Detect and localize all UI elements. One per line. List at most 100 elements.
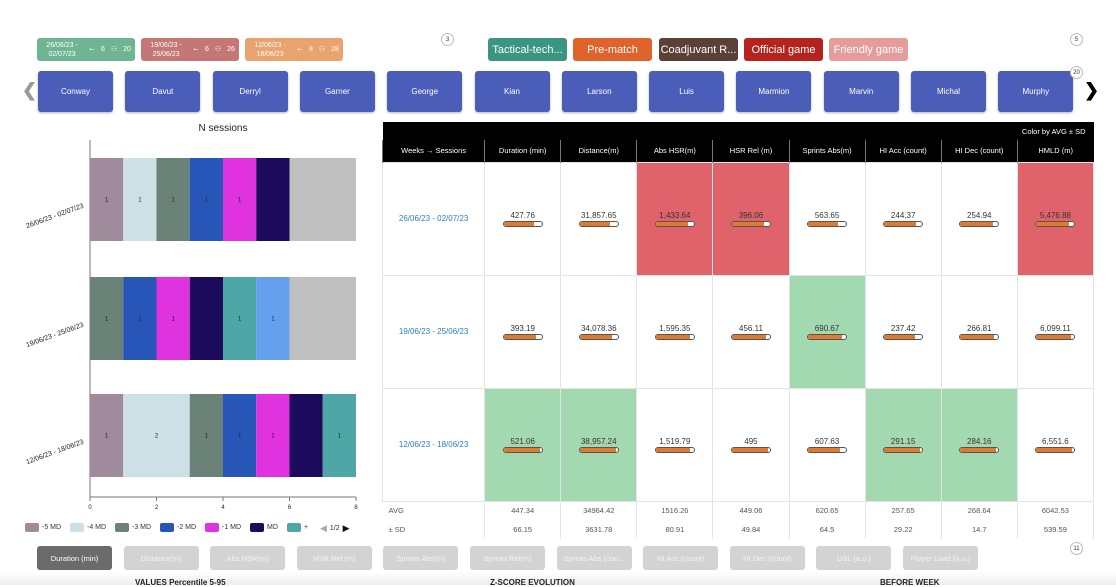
metric-cell: 1,519.79: [636, 387, 714, 502]
week-chip[interactable]: 26/06/23 - 02/07/23 ⌙ 6 ⚇ 20: [37, 38, 135, 61]
metric-button[interactable]: Player Load (a.u.): [903, 546, 978, 570]
metric-button[interactable]: HSR Rel (m): [296, 546, 372, 570]
player-button[interactable]: Luis: [649, 71, 725, 112]
metric-value: 6,551.6: [1042, 436, 1069, 446]
column-header[interactable]: HI Acc (count): [864, 140, 942, 162]
metric-button[interactable]: HI Acc (count): [643, 546, 719, 570]
metric-value: 38,957.24: [580, 436, 617, 446]
player-button[interactable]: Marmion: [736, 71, 812, 112]
player-button[interactable]: Conway: [38, 71, 113, 112]
metric-count-badge: 11: [1070, 542, 1083, 555]
legend-label: MD: [267, 524, 278, 531]
avg-value: 268.64: [941, 501, 1018, 520]
week-link[interactable]: 19/06/23 - 25/06/23: [381, 274, 486, 389]
bar-segment-label: 1: [205, 434, 209, 440]
player-button[interactable]: Murphy: [998, 71, 1074, 112]
week-link[interactable]: 26/06/23 - 02/07/23: [381, 161, 486, 276]
session-type-count-badge: 5: [1070, 33, 1083, 46]
metric-cell: 266.81: [940, 274, 1018, 389]
x-tick-label: 0: [88, 505, 92, 511]
column-header[interactable]: HMLD (m): [1016, 140, 1094, 162]
metric-button[interactable]: DSL (a.u.): [816, 546, 892, 570]
bar-segment: [123, 277, 157, 360]
player-button[interactable]: Garner: [299, 71, 375, 112]
metric-button[interactable]: Sprints Abs(m): [383, 546, 459, 570]
metric-progress-bar: [807, 446, 848, 453]
bar-segment: [223, 158, 257, 241]
legend-swatch: [70, 523, 84, 532]
metric-progress-fill: [884, 221, 917, 226]
y-tick-label: 19/06/23 - 25/06/23: [25, 322, 85, 349]
metric-value: 393.19: [510, 323, 535, 333]
metric-progress-fill: [960, 221, 993, 226]
metric-progress-fill: [579, 447, 616, 452]
metric-value: 237.42: [890, 323, 916, 333]
metric-cell: 607.63: [788, 387, 866, 502]
legend-next-icon[interactable]: ▶: [342, 523, 350, 533]
section-zscore-evolution: Z-SCORE EVOLUTION: [490, 578, 575, 587]
avg-row: AVG 447.34 34964.42 1516.26 449.06 620.65 257.…: [382, 501, 1095, 520]
session-type-chip[interactable]: Pre-match: [573, 38, 652, 61]
metric-progress-fill: [731, 334, 767, 339]
table-row: 12/06/23 - 18/06/23 521.06 38,957.24 1,519.…: [381, 387, 1095, 502]
bar-segment: [322, 394, 356, 477]
metric-value: 607.63: [814, 436, 840, 446]
player-button[interactable]: Michal: [911, 71, 986, 112]
metric-cell: 38,957.24: [560, 387, 638, 502]
metric-button[interactable]: Abs HSR(m): [210, 546, 286, 570]
player-button[interactable]: Derryl: [212, 71, 288, 112]
legend-item[interactable]: -3 MD: [115, 523, 151, 532]
session-type-chip[interactable]: Official game: [744, 38, 823, 61]
metric-progress-bar: [807, 333, 848, 340]
metric-progress-fill: [503, 221, 535, 226]
legend-item[interactable]: -1 MD: [205, 523, 241, 532]
player-button[interactable]: Larson: [561, 71, 637, 112]
column-header[interactable]: Weeks → Sessions: [381, 140, 485, 162]
metric-button[interactable]: Sprints Rel(m): [470, 546, 545, 570]
bar-segment: [156, 277, 190, 360]
session-type-chip[interactable]: Friendly game: [829, 38, 908, 61]
bar-segment-label: 1: [138, 198, 142, 204]
session-type-chip[interactable]: Tactical-tech...: [488, 38, 567, 61]
metric-button[interactable]: Duration (min): [37, 546, 112, 570]
players-prev-arrow-icon[interactable]: ❮: [22, 80, 38, 100]
metric-button[interactable]: HI Dec (count): [729, 546, 805, 570]
metric-button[interactable]: Distance(m): [123, 546, 199, 570]
bar-segment-label: 1: [271, 198, 275, 204]
sd-value: 49.84: [712, 520, 790, 539]
metric-cell: 284.16: [940, 387, 1018, 502]
sd-value: 3631.78: [560, 520, 638, 539]
column-header[interactable]: Sprints Abs(m): [788, 140, 866, 162]
week-chip[interactable]: 12/06/23 - 18/06/23 ⌙ 8 ⚇ 28: [245, 38, 343, 61]
player-button[interactable]: Marvin: [823, 71, 899, 112]
bar-segment-label: 1: [105, 317, 109, 323]
metric-button[interactable]: Sprints Abs (cou...: [556, 546, 632, 570]
player-button[interactable]: Davut: [125, 71, 201, 112]
legend-prev-icon[interactable]: ◀: [320, 523, 327, 533]
week-link[interactable]: 12/06/23 - 18/06/23: [381, 387, 486, 502]
column-header[interactable]: Distance(m): [560, 140, 637, 162]
column-header[interactable]: HI Dec (count): [940, 140, 1018, 162]
legend-item[interactable]: -5 MD: [25, 523, 61, 532]
players-next-arrow-icon[interactable]: ❯: [1084, 80, 1100, 100]
metric-progress-bar: [959, 220, 1000, 227]
legend-swatch: [250, 523, 264, 532]
legend-item[interactable]: +: [287, 523, 308, 532]
column-header[interactable]: Duration (min): [484, 140, 561, 162]
session-type-chip[interactable]: Coadjuvant R...: [659, 38, 738, 61]
legend-item[interactable]: MD: [250, 523, 278, 532]
section-before-week: BEFORE WEEK: [880, 578, 940, 587]
metric-value: 456.11: [739, 323, 763, 333]
legend-item[interactable]: -2 MD: [160, 523, 196, 532]
bar-segment-label: 1: [105, 198, 109, 204]
bar-segment: [156, 158, 190, 241]
player-button[interactable]: George: [387, 71, 463, 112]
column-header[interactable]: Abs HSR(m): [636, 140, 713, 162]
week-chip[interactable]: 19/06/23 - 25/06/23 ⌙ 6 ⚇ 26: [141, 38, 239, 61]
column-header[interactable]: HSR Rel (m): [712, 140, 790, 162]
player-button[interactable]: Kian: [474, 71, 550, 112]
legend-item[interactable]: -4 MD: [70, 523, 106, 532]
metric-progress-bar: [730, 333, 771, 340]
metric-cell: 1,595.35: [636, 274, 714, 389]
bar-segment-label: 1: [171, 198, 175, 204]
